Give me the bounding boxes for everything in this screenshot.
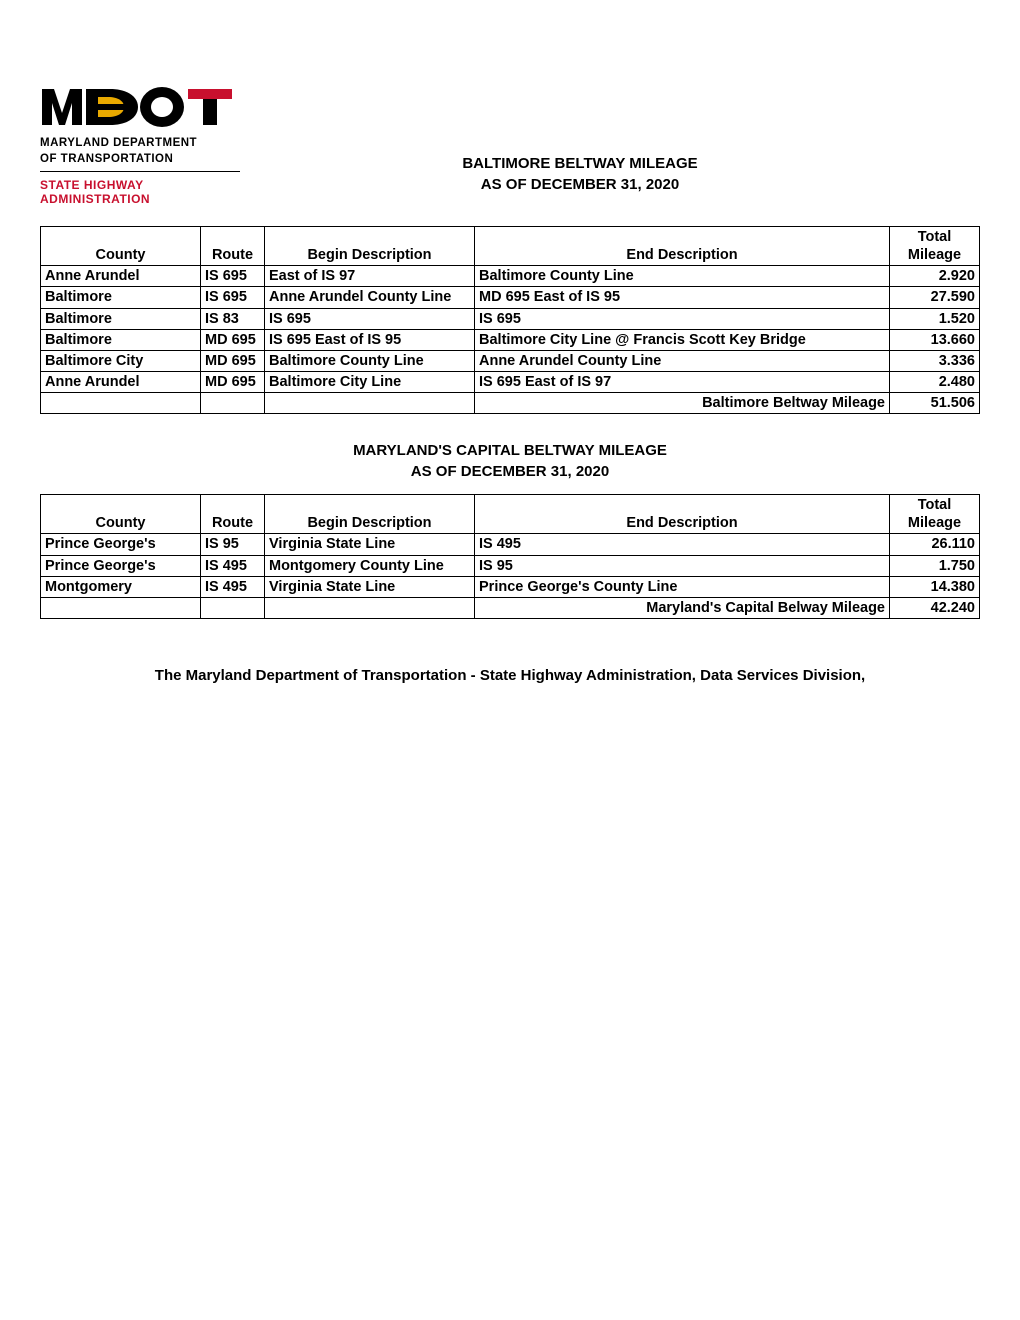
table-cell: Baltimore [41,308,201,329]
table-cell: IS 695 [201,287,265,308]
table-cell: Baltimore City Line @ Francis Scott Key … [475,329,890,350]
header-section: MARYLAND DEPARTMENT OF TRANSPORTATION ST… [40,85,980,206]
section2-subtitle: AS OF DECEMBER 31, 2020 [40,463,980,480]
table-cell: MD 695 [201,350,265,371]
logo-divider [40,171,240,172]
table-cell: IS 95 [201,534,265,555]
baltimore-beltway-table: County Route Begin Description End Descr… [40,226,980,414]
table-cell: 3.336 [890,350,980,371]
table-header-row: County Route Begin Description End Descr… [41,227,980,266]
total-label: Maryland's Capital Belway Mileage [475,597,890,618]
table-cell: IS 695 [475,308,890,329]
table-cell: IS 83 [201,308,265,329]
col-header-end: End Description [475,227,890,266]
table-cell: Anne Arundel County Line [265,287,475,308]
col-header-route: Route [201,495,265,534]
table-cell: IS 495 [201,555,265,576]
table-cell: 2.480 [890,371,980,392]
mdot-logo [40,85,240,133]
table-cell: 13.660 [890,329,980,350]
table-cell: Montgomery County Line [265,555,475,576]
logo-dept-line2: OF TRANSPORTATION [40,153,280,165]
logo-block: MARYLAND DEPARTMENT OF TRANSPORTATION ST… [40,85,280,206]
table-row: Baltimore CityMD 695Baltimore County Lin… [41,350,980,371]
table-cell: Virginia State Line [265,576,475,597]
table-cell: IS 695 [201,266,265,287]
col-header-route: Route [201,227,265,266]
table-cell: Baltimore County Line [265,350,475,371]
empty-cell [41,393,201,414]
table-cell: Baltimore [41,329,201,350]
table-cell: 14.380 [890,576,980,597]
table-row: Anne ArundelMD 695Baltimore City LineIS … [41,371,980,392]
table-cell: Prince George's County Line [475,576,890,597]
table-row: BaltimoreIS 83IS 695IS 6951.520 [41,308,980,329]
table-cell: MD 695 East of IS 95 [475,287,890,308]
table-row: BaltimoreMD 695IS 695 East of IS 95Balti… [41,329,980,350]
section2-title: MARYLAND'S CAPITAL BELTWAY MILEAGE [40,440,980,461]
footer-text: The Maryland Department of Transportatio… [40,667,980,684]
table-cell: 1.520 [890,308,980,329]
col-header-county: County [41,495,201,534]
table-cell: MD 695 [201,329,265,350]
table-cell: 27.590 [890,287,980,308]
col-header-begin: Begin Description [265,227,475,266]
table-cell: IS 695 East of IS 97 [475,371,890,392]
table-cell: Montgomery [41,576,201,597]
table-header-row: County Route Begin Description End Descr… [41,495,980,534]
title-block: BALTIMORE BELTWAY MILEAGE AS OF DECEMBER… [280,85,880,195]
table-cell: Prince George's [41,534,201,555]
table-cell: Baltimore City [41,350,201,371]
table-cell: Prince George's [41,555,201,576]
col-header-mileage: TotalMileage [890,495,980,534]
total-value: 42.240 [890,597,980,618]
table-cell: IS 695 East of IS 95 [265,329,475,350]
table-cell: Anne Arundel [41,266,201,287]
table-row: BaltimoreIS 695Anne Arundel County LineM… [41,287,980,308]
table-cell: Virginia State Line [265,534,475,555]
logo-sha-line2: ADMINISTRATION [40,192,280,206]
table-cell: Baltimore County Line [475,266,890,287]
empty-cell [41,597,201,618]
table-cell: Baltimore City Line [265,371,475,392]
table-cell: Anne Arundel County Line [475,350,890,371]
table-cell: Anne Arundel [41,371,201,392]
table-cell: MD 695 [201,371,265,392]
empty-cell [201,393,265,414]
total-row: Maryland's Capital Belway Mileage42.240 [41,597,980,618]
empty-cell [201,597,265,618]
empty-cell [265,597,475,618]
total-row: Baltimore Beltway Mileage51.506 [41,393,980,414]
table-row: Prince George'sIS 95Virginia State LineI… [41,534,980,555]
table-row: Anne ArundelIS 695East of IS 97Baltimore… [41,266,980,287]
empty-cell [265,393,475,414]
table-cell: IS 495 [201,576,265,597]
logo-dept-line1: MARYLAND DEPARTMENT [40,137,280,149]
logo-sha-line1: STATE HIGHWAY [40,178,280,192]
col-header-county: County [41,227,201,266]
table-row: MontgomeryIS 495Virginia State LinePrinc… [41,576,980,597]
table-cell: Baltimore [41,287,201,308]
section1-subtitle: AS OF DECEMBER 31, 2020 [280,174,880,195]
table-row: Prince George'sIS 495Montgomery County L… [41,555,980,576]
capital-beltway-table: County Route Begin Description End Descr… [40,494,980,619]
col-header-begin: Begin Description [265,495,475,534]
total-value: 51.506 [890,393,980,414]
table-cell: 2.920 [890,266,980,287]
table-cell: IS 695 [265,308,475,329]
col-header-mileage: TotalMileage [890,227,980,266]
section1-title: BALTIMORE BELTWAY MILEAGE [280,153,880,174]
col-header-end: End Description [475,495,890,534]
table-cell: 1.750 [890,555,980,576]
table-cell: 26.110 [890,534,980,555]
table-cell: IS 495 [475,534,890,555]
table-cell: East of IS 97 [265,266,475,287]
total-label: Baltimore Beltway Mileage [475,393,890,414]
table-cell: IS 95 [475,555,890,576]
